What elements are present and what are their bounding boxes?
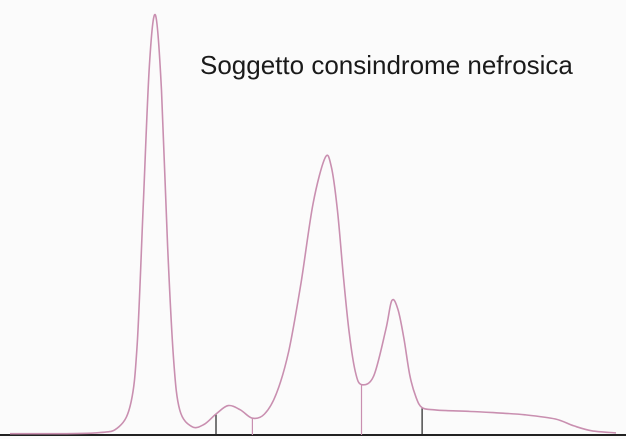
fraction-dividers — [215, 384, 423, 435]
chart-title: Soggetto consindrome nefrosica — [200, 50, 573, 80]
densitometry-curve — [9, 13, 617, 435]
